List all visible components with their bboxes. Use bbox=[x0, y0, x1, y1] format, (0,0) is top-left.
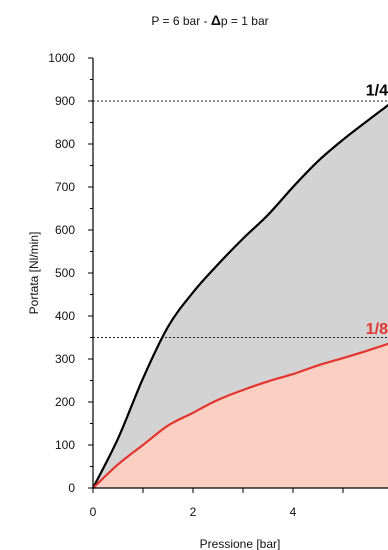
y-tick-label: 300 bbox=[55, 352, 75, 366]
y-ticks: 0 100 200 300 400 500 600 700 800 900 1000 bbox=[48, 51, 93, 495]
y-tick-label: 600 bbox=[55, 223, 75, 237]
x-tick-label: 2 bbox=[190, 505, 197, 519]
y-tick-label: 900 bbox=[55, 94, 75, 108]
y-tick-label: 700 bbox=[55, 180, 75, 194]
y-tick-label: 200 bbox=[55, 395, 75, 409]
series-tags: 1/4 1/8 bbox=[366, 82, 388, 338]
series-line-2 bbox=[92, 342, 388, 489]
y-tick-label: 1000 bbox=[48, 51, 75, 65]
y-tick-label: 0 bbox=[68, 481, 75, 495]
series-label-2: 1/8 bbox=[366, 321, 388, 338]
x-ticks: 0 2 4 bbox=[90, 488, 344, 519]
x-tick-label: 4 bbox=[290, 505, 297, 519]
series-label-1: 1/4 bbox=[366, 82, 388, 99]
area-2 bbox=[93, 343, 388, 488]
y-tick-label: 500 bbox=[55, 266, 75, 280]
x-tick-label: 0 bbox=[90, 505, 97, 519]
area-layer bbox=[93, 105, 388, 488]
series-line-1 bbox=[92, 104, 388, 489]
reference-lines bbox=[93, 100, 388, 338]
y-axis-title: Portata [Nl/min] bbox=[27, 232, 41, 315]
y-tick-label: 100 bbox=[55, 438, 75, 452]
y-tick-label: 800 bbox=[55, 137, 75, 151]
chart-title: P = 6 bar - Δp = 1 bar bbox=[151, 12, 268, 28]
x-axis-title: Pressione [bar] bbox=[200, 537, 281, 550]
y-tick-label: 400 bbox=[55, 309, 75, 323]
series-lines bbox=[92, 104, 388, 489]
